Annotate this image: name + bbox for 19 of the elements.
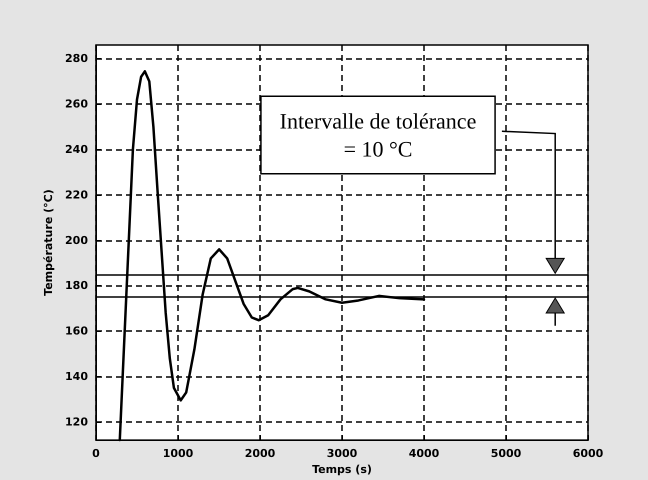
x-tick-label: 5000 [490,447,522,460]
y-tick-label: 140 [65,370,88,384]
y-tick-label: 160 [65,324,88,338]
x-axis-title: Temps (s) [312,463,372,476]
y-tick-label: 280 [65,52,88,66]
y-tick-label: 200 [65,234,88,247]
x-tick-label: 6000 [572,447,604,460]
y-tick-label: 240 [65,142,88,156]
y-tick-label: 260 [65,98,88,111]
y-tick-label: 120 [65,415,88,428]
y-tick-label: 180 [65,279,88,292]
x-tick-label: 3000 [326,447,358,460]
x-tick-label: 1000 [162,447,194,460]
annotation: Intervalle de tolérance = 10 °C [280,108,476,162]
y-axis-title: Température (°C) [42,189,56,296]
y-tick-label: 220 [65,188,88,202]
x-tick-label: 0 [92,447,100,460]
x-tick-label: 2000 [244,447,276,460]
x-tick-label: 4000 [408,447,440,460]
